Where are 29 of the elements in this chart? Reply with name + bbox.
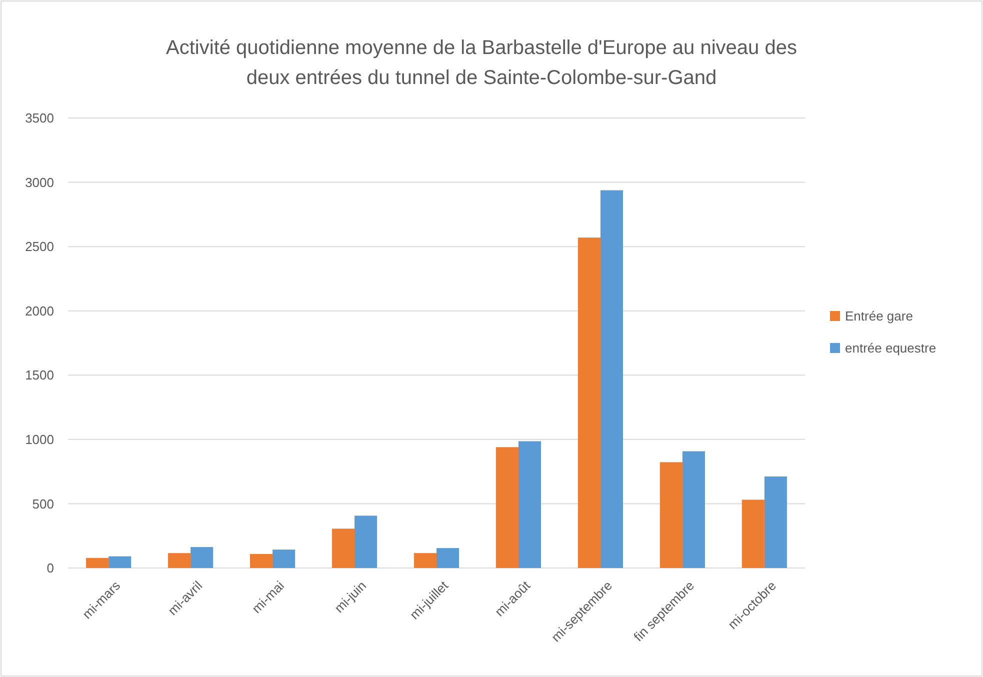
bar xyxy=(578,238,600,568)
bar xyxy=(682,451,705,568)
bar xyxy=(496,447,518,568)
bar xyxy=(518,441,542,568)
bar xyxy=(272,550,296,568)
bar xyxy=(108,556,132,568)
bar xyxy=(764,476,787,568)
y-tick-label: 1500 xyxy=(25,368,54,383)
chart-title: Activité quotidienne moyenne de la Barbastelle d'Europe au niveau des deux entrées du tunnel de Sainte-Colombe-sur-Gand xyxy=(166,37,797,89)
y-tick-label: 0 xyxy=(46,560,54,576)
bar xyxy=(414,553,436,568)
bar xyxy=(436,548,460,568)
bar xyxy=(86,558,109,568)
y-tick-label: 2000 xyxy=(25,303,54,318)
bar xyxy=(742,500,764,568)
legend-label: entrée equestre xyxy=(845,340,936,356)
y-tick-label: 3000 xyxy=(25,174,54,190)
bar xyxy=(190,547,214,568)
y-tick-label: 500 xyxy=(32,496,54,512)
bar xyxy=(354,516,378,568)
legend-label: Entrée gare xyxy=(845,308,913,324)
bar xyxy=(168,553,191,568)
bar xyxy=(600,190,624,568)
y-tick-label: 2500 xyxy=(25,239,54,254)
y-tick-label: 3500 xyxy=(25,110,54,126)
bar xyxy=(250,554,273,568)
y-tick-label: 1000 xyxy=(25,432,54,447)
bar xyxy=(332,528,355,568)
bar xyxy=(660,462,682,568)
